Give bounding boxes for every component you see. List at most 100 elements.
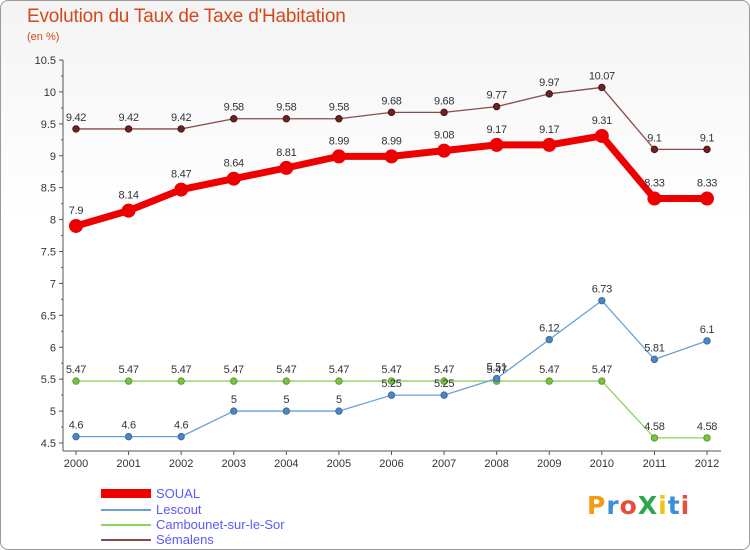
data-label-semalens: 9.58: [224, 102, 244, 114]
x-tick-label: 2001: [116, 458, 140, 470]
data-point-lescout: [387, 391, 396, 399]
y-tick-label: 5: [50, 406, 56, 418]
data-point-soual: [331, 149, 346, 164]
data-point-cambounet-sur-le-sor: [440, 377, 448, 385]
data-point-semalens: [492, 102, 501, 111]
data-point-cambounet-sur-le-sor: [545, 377, 553, 385]
data-label-semalens: 9.58: [276, 102, 296, 114]
x-tick-label: 2012: [695, 458, 719, 470]
logo-letter: o: [619, 491, 638, 520]
x-tick-label: 2000: [64, 458, 88, 470]
data-label-cambounet-sur-le-sor: 5.47: [381, 364, 401, 376]
data-point-soual: [174, 182, 189, 197]
data-point-cambounet-sur-le-sor: [72, 377, 80, 385]
legend-item-semalens: Sémalens: [101, 532, 214, 547]
x-tick-label: 2002: [169, 458, 193, 470]
data-point-semalens: [72, 125, 80, 133]
logo-letter: P: [587, 491, 607, 520]
x-tick-label: 2008: [484, 458, 508, 470]
data-label-cambounet-sur-le-sor: 5.47: [118, 364, 138, 376]
x-tick-label: 2010: [590, 458, 614, 470]
data-point-soual: [437, 143, 452, 158]
y-tick-label: 4.5: [41, 438, 56, 450]
data-point-cambounet-sur-le-sor: [387, 377, 396, 385]
legend-swatch: [101, 523, 151, 526]
data-point-lescout: [492, 374, 501, 383]
data-label-soual: 8.64: [224, 158, 244, 170]
data-label-soual: 9.31: [592, 115, 612, 127]
data-label-soual: 8.47: [171, 169, 191, 181]
data-label-layer: 9.42 9.42 9.42 9.58 9.58 9.58 9.68 9.68 9.77 9.97…: [66, 70, 718, 433]
y-tick-label: 7: [50, 278, 56, 290]
data-label-lescout: 6.73: [592, 284, 612, 296]
legend-swatch: [101, 508, 151, 511]
data-point-semalens: [124, 125, 133, 133]
data-point-lescout: [545, 335, 553, 344]
legend-label: Sémalens: [156, 532, 214, 547]
data-point-soual: [700, 191, 714, 206]
data-label-lescout: 5: [336, 394, 342, 406]
logo-letter: t: [667, 491, 681, 520]
data-point-semalens: [282, 115, 291, 123]
data-point-semalens: [335, 115, 343, 123]
logo-letter: X: [637, 491, 659, 520]
x-tick-label: 2003: [222, 458, 246, 470]
data-point-lescout: [650, 355, 659, 364]
x-tick-label: 2004: [274, 458, 298, 470]
data-label-soual: 9.17: [539, 124, 559, 136]
y-tick-label: 8: [50, 215, 56, 227]
data-label-semalens: 9.42: [66, 112, 86, 124]
data-point-semalens: [703, 145, 711, 154]
data-point-cambounet-sur-le-sor: [177, 377, 185, 385]
data-point-soual: [226, 171, 241, 186]
data-point-cambounet-sur-le-sor: [230, 377, 238, 385]
data-label-soual: 8.99: [329, 135, 349, 147]
x-tick-label: 2009: [537, 458, 561, 470]
data-label-lescout: 5.81: [644, 342, 664, 354]
data-label-cambounet-sur-le-sor: 4.58: [644, 421, 664, 433]
y-tick-label: 6.5: [41, 310, 56, 322]
legend-label: Cambounet-sur-le-Sor: [156, 517, 285, 532]
data-point-lescout: [282, 407, 291, 415]
x-tick-label: 2006: [379, 458, 403, 470]
series-layer: [69, 83, 714, 442]
legend-label: Lescout: [156, 502, 202, 517]
y-tick-label: 5.5: [41, 374, 56, 386]
data-label-soual: 8.14: [118, 190, 138, 202]
data-point-semalens: [598, 83, 606, 92]
data-label-semalens: 9.97: [539, 77, 559, 89]
data-point-cambounet-sur-le-sor: [650, 434, 659, 442]
chart-title: Evolution du Taux de Taxe d'Habitation: [27, 6, 346, 27]
data-label-lescout: 5: [231, 394, 237, 406]
data-label-cambounet-sur-le-sor: 5.47: [329, 364, 349, 376]
data-label-semalens: 9.1: [700, 132, 715, 144]
data-label-lescout: 4.6: [174, 420, 189, 432]
data-label-semalens: 9.1: [647, 132, 662, 144]
data-label-lescout: 6.1: [700, 324, 715, 336]
data-label-cambounet-sur-le-sor: 5.47: [276, 364, 296, 376]
data-point-soual: [647, 191, 662, 206]
data-point-semalens: [230, 115, 238, 123]
data-label-soual: 8.33: [697, 178, 717, 190]
legend-item-cambounet: Cambounet-sur-le-Sor: [101, 517, 285, 532]
legend-item-soual: SOUAL: [101, 486, 200, 501]
y-tick-label: 9.5: [41, 119, 56, 131]
y-tick-label: 8.5: [41, 183, 56, 195]
data-point-semalens: [387, 108, 396, 117]
data-point-soual: [69, 218, 83, 233]
legend-swatch: [101, 538, 151, 541]
x-tick-label: 2011: [643, 458, 667, 470]
data-point-cambounet-sur-le-sor: [598, 377, 606, 385]
data-point-soual: [542, 137, 557, 152]
data-label-soual: 8.33: [644, 178, 664, 190]
data-point-lescout: [440, 391, 448, 399]
data-label-cambounet-sur-le-sor: 5.47: [487, 364, 507, 376]
data-label-cambounet-sur-le-sor: 5.47: [66, 364, 86, 376]
data-label-semalens: 9.68: [381, 95, 401, 107]
data-point-lescout: [124, 432, 133, 441]
chart-axes: 4.5 5 5.5 6 6.5 7 7.5 8 8.5 9 9.5 10 10.5 2000 2001 200…: [35, 55, 721, 470]
y-tick-label: 10: [44, 87, 56, 99]
data-label-lescout: 5.51: [487, 362, 507, 374]
